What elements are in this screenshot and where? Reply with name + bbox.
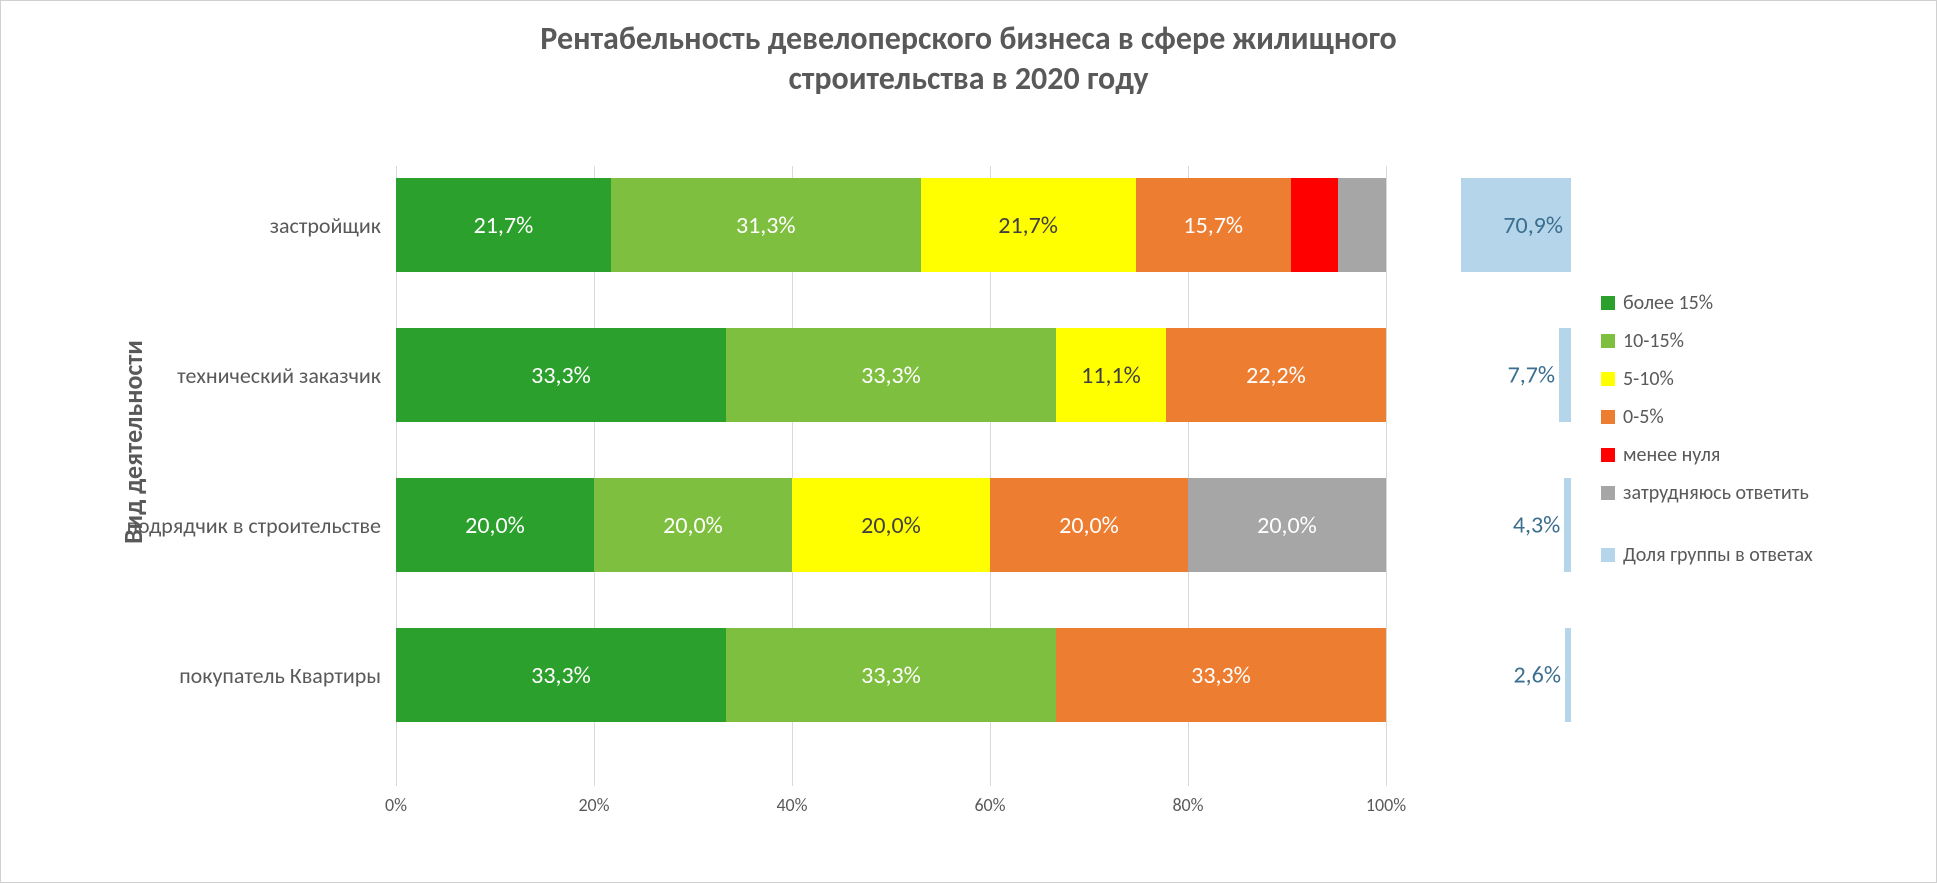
bar-row: 33,3%33,3%11,1%22,2% — [396, 328, 1386, 422]
bar-segment-dk: 20,0% — [1188, 478, 1386, 572]
bar-segment-r5_10: 21,7% — [921, 178, 1136, 272]
legend-label: 10-15% — [1623, 329, 1684, 353]
bar-segment-r5_10: 20,0% — [792, 478, 990, 572]
chart-title: Рентабельность девелоперского бизнеса в … — [1, 1, 1936, 99]
bar-row: 33,3%33,3%33,3% — [396, 628, 1386, 722]
chart-title-line1: Рентабельность девелоперского бизнеса в … — [1, 19, 1936, 59]
legend-swatch — [1601, 334, 1615, 348]
share-bar: 4,3% — [1564, 478, 1571, 572]
share-bar: 7,7% — [1559, 328, 1571, 422]
bar-row: 20,0%20,0%20,0%20,0%20,0% — [396, 478, 1386, 572]
x-tick-label: 100% — [1366, 794, 1406, 816]
category-label: технический заказчик — [177, 362, 381, 389]
bar-segment-more15: 21,7% — [396, 178, 611, 272]
bar-segment-r0_5: 33,3% — [1056, 628, 1386, 722]
legend-label: более 15% — [1623, 291, 1713, 315]
legend-swatch — [1601, 410, 1615, 424]
legend-swatch — [1601, 486, 1615, 500]
bar-segment-r10_15: 31,3% — [611, 178, 921, 272]
legend-label: 0-5% — [1623, 405, 1664, 429]
x-tick-label: 20% — [578, 794, 609, 816]
legend: более 15% 10-15% 5-10% 0-5% менее нуля затруд… — [1601, 291, 1813, 581]
legend-label: 5-10% — [1623, 367, 1674, 391]
legend-item: затрудняюсь ответить — [1601, 481, 1813, 505]
category-label: застройщик — [270, 212, 381, 239]
bar-segment-r10_15: 33,3% — [726, 628, 1056, 722]
bar-segment-r0_5: 20,0% — [990, 478, 1188, 572]
legend-swatch — [1601, 448, 1615, 462]
bar-segment-r10_15: 33,3% — [726, 328, 1056, 422]
legend-item: более 15% — [1601, 291, 1813, 315]
bar-segment-r0_5: 22,2% — [1166, 328, 1386, 422]
share-label: 4,3% — [1513, 511, 1560, 540]
bar-row: 21,7%31,3%21,7%15,7% — [396, 178, 1386, 272]
x-tick-label: 80% — [1172, 794, 1203, 816]
bar-segment-dk — [1338, 178, 1386, 272]
share-bar-area: 70,9% 7,7% 4,3% 2,6% — [1416, 166, 1571, 786]
share-bar: 70,9% — [1461, 178, 1571, 272]
x-tick-label: 0% — [385, 794, 407, 816]
legend-swatch — [1601, 296, 1615, 310]
legend-item: 10-15% — [1601, 329, 1813, 353]
bar-segment-more15: 20,0% — [396, 478, 594, 572]
plot-area: 21,7%31,3%21,7%15,7%33,3%33,3%11,1%22,2%… — [396, 166, 1386, 786]
category-label: покупатель Квартиры — [179, 662, 381, 689]
chart-container: Рентабельность девелоперского бизнеса в … — [0, 0, 1937, 883]
bar-segment-r0_5: 15,7% — [1136, 178, 1291, 272]
legend-item-share: Доля группы в ответах — [1601, 543, 1813, 567]
legend-label: менее нуля — [1623, 443, 1720, 467]
category-label: подрядчик в строительстве — [127, 512, 381, 539]
chart-title-line2: строительства в 2020 году — [1, 59, 1936, 99]
legend-item: менее нуля — [1601, 443, 1813, 467]
x-tick-label: 40% — [776, 794, 807, 816]
share-label: 7,7% — [1508, 361, 1555, 390]
legend-swatch — [1601, 372, 1615, 386]
bar-segment-r5_10: 11,1% — [1056, 328, 1166, 422]
bar-segment-more15: 33,3% — [396, 328, 726, 422]
legend-item: 5-10% — [1601, 367, 1813, 391]
legend-label: Доля группы в ответах — [1623, 543, 1813, 567]
share-bar: 2,6% — [1565, 628, 1571, 722]
legend-label: затрудняюсь ответить — [1623, 481, 1809, 505]
legend-item: 0-5% — [1601, 405, 1813, 429]
gridline — [1386, 166, 1387, 786]
legend-swatch — [1601, 548, 1615, 562]
share-label: 70,9% — [1503, 211, 1571, 240]
x-tick-label: 60% — [974, 794, 1005, 816]
share-label: 2,6% — [1514, 661, 1561, 690]
bar-segment-more15: 33,3% — [396, 628, 726, 722]
bar-segment-r10_15: 20,0% — [594, 478, 792, 572]
bar-segment-lt0 — [1291, 178, 1339, 272]
